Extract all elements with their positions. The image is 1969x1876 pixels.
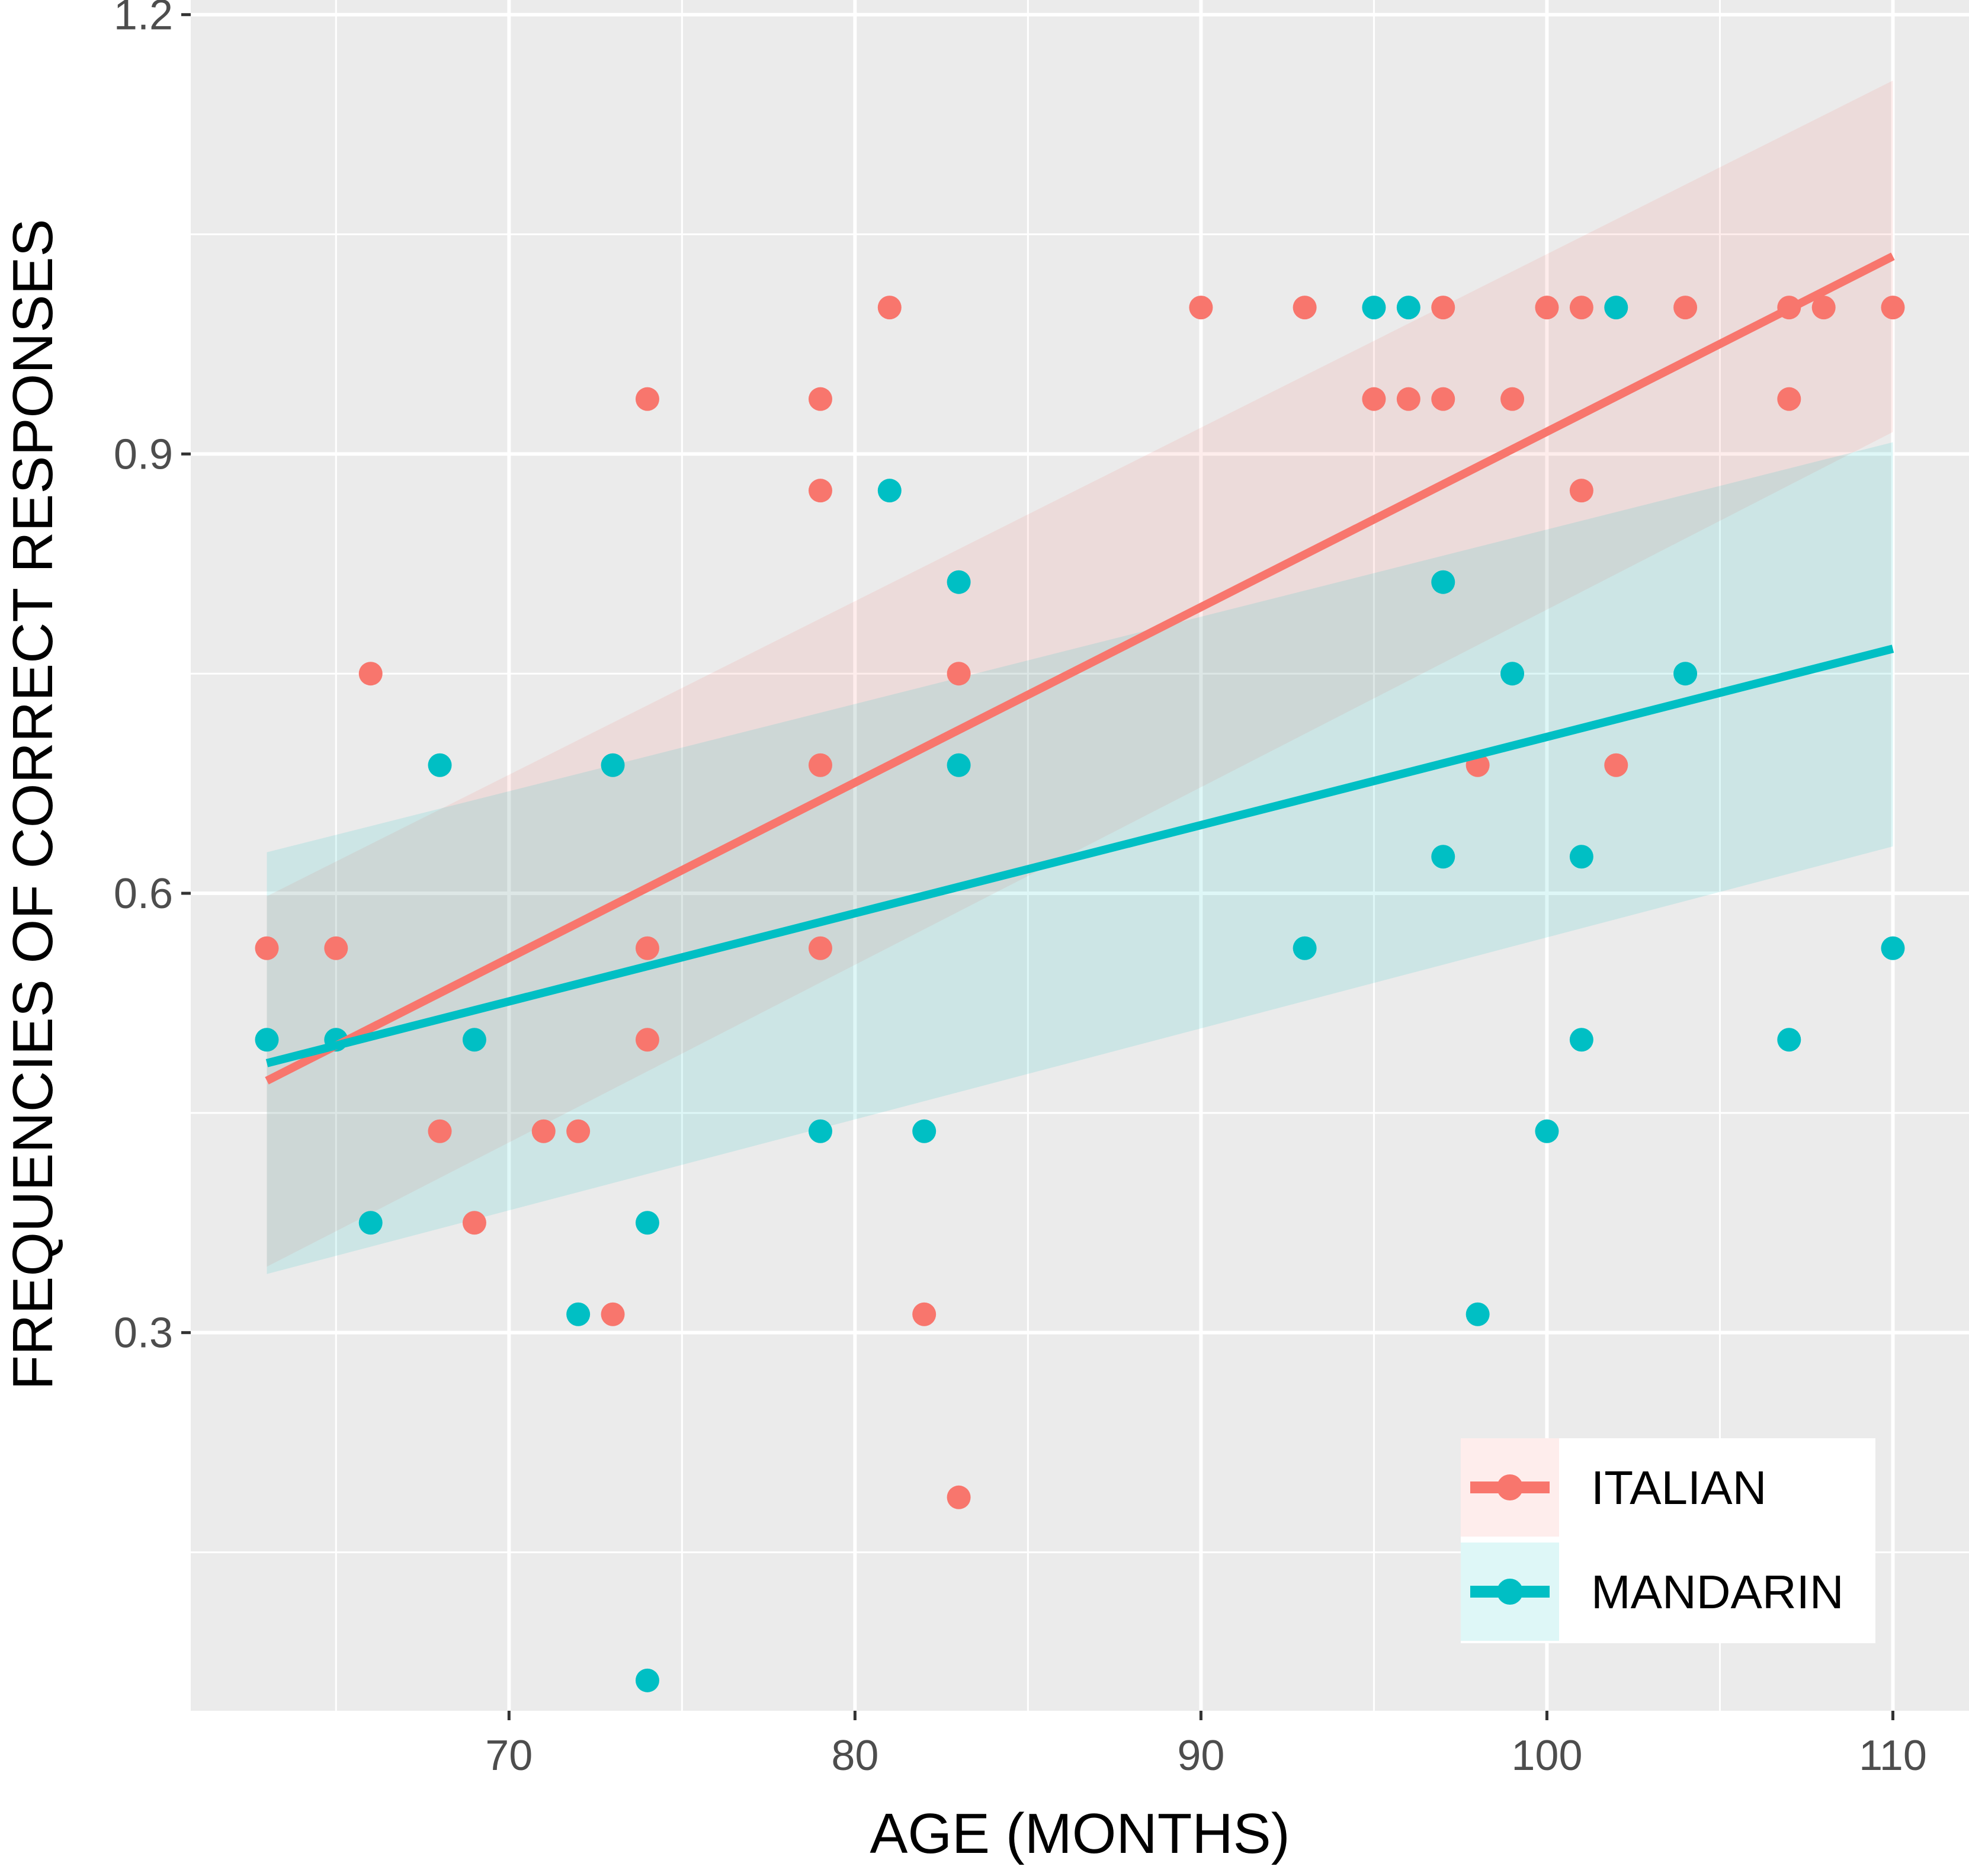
grid-major: [191, 0, 1969, 1711]
data-point-italian: [808, 479, 832, 503]
data-point-mandarin: [1431, 845, 1455, 869]
legend-label-italian: ITALIAN: [1591, 1461, 1766, 1514]
data-point-mandarin: [1604, 296, 1628, 320]
data-point-mandarin: [1777, 1028, 1801, 1052]
y-tick-label: 0.3: [114, 1310, 173, 1357]
data-point-italian: [1777, 387, 1801, 411]
data-point-italian: [947, 1485, 971, 1509]
confidence-band-italian: [267, 80, 1893, 1267]
data-point-mandarin: [808, 1119, 832, 1143]
data-point-italian: [1293, 296, 1317, 320]
data-point-mandarin: [912, 1119, 937, 1143]
legend-background: [1461, 1438, 1875, 1643]
data-point-mandarin: [255, 1028, 279, 1052]
data-point-mandarin: [947, 753, 971, 777]
legend-label-mandarin: MANDARIN: [1591, 1566, 1844, 1618]
data-point-mandarin: [1465, 1302, 1490, 1326]
fit-line-italian: [265, 252, 1895, 1085]
data-point-italian: [255, 936, 279, 960]
data-point-mandarin: [635, 1668, 659, 1692]
data-point-italian: [1431, 387, 1455, 411]
data-point-italian: [1673, 296, 1698, 320]
data-point-mandarin: [1881, 936, 1905, 960]
data-point-italian: [635, 1028, 659, 1052]
data-point-mandarin: [1500, 662, 1525, 686]
data-point-italian: [1500, 387, 1525, 411]
data-point-italian: [566, 1119, 591, 1143]
x-axis-title: AGE (MONTHS): [870, 1802, 1290, 1865]
legend-item-mandarin: MANDARIN: [1461, 1543, 1844, 1641]
data-point-italian: [1881, 296, 1905, 320]
data-point-mandarin: [947, 570, 971, 594]
data-point-italian: [1569, 296, 1593, 320]
data-point-italian: [1569, 479, 1593, 503]
fit-lines: [265, 252, 1895, 1085]
y-tick-label: 0.9: [114, 431, 173, 478]
legend-dot-italian: [1497, 1474, 1523, 1500]
legend-item-italian: ITALIAN: [1461, 1438, 1766, 1537]
data-point-italian: [947, 662, 971, 686]
data-point-mandarin: [601, 753, 625, 777]
data-point-italian: [1362, 387, 1386, 411]
data-point-italian: [1396, 387, 1420, 411]
data-points: [255, 296, 1905, 1692]
data-point-italian: [1189, 296, 1213, 320]
data-point-italian: [531, 1119, 556, 1143]
fit-line-mandarin: [265, 644, 1894, 1067]
x-tick-label: 100: [1511, 1732, 1582, 1779]
axes: 70 80 90 100 110 0.3 0.6 0.9 1.2: [114, 0, 1927, 1779]
data-point-mandarin: [566, 1302, 591, 1326]
x-tick-label: 70: [485, 1732, 533, 1779]
data-point-mandarin: [1431, 570, 1455, 594]
data-point-italian: [635, 387, 659, 411]
data-point-italian: [358, 662, 383, 686]
data-point-italian: [428, 1119, 452, 1143]
x-tick-label: 110: [1859, 1732, 1927, 1779]
y-axis-title: FREQUENCIES OF CORRECT RESPONSES: [1, 219, 65, 1390]
data-point-italian: [1431, 296, 1455, 320]
data-point-mandarin: [358, 1211, 383, 1235]
grid-minor: [191, 0, 1969, 1711]
data-point-italian: [1811, 296, 1836, 320]
data-point-mandarin: [1673, 662, 1698, 686]
x-tick-label: 80: [831, 1732, 878, 1779]
data-point-italian: [1535, 296, 1559, 320]
legend-dot-mandarin: [1497, 1579, 1523, 1605]
y-tick-label: 0.6: [114, 870, 173, 918]
data-point-mandarin: [1569, 1028, 1593, 1052]
data-point-mandarin: [1396, 296, 1420, 320]
data-point-italian: [808, 936, 832, 960]
data-point-italian: [1604, 753, 1628, 777]
data-point-mandarin: [1569, 845, 1593, 869]
data-point-italian: [462, 1211, 486, 1235]
data-point-mandarin: [635, 1211, 659, 1235]
data-point-mandarin: [428, 753, 452, 777]
legend: ITALIAN MANDARIN: [1461, 1438, 1875, 1643]
data-point-italian: [808, 753, 832, 777]
data-point-italian: [912, 1302, 937, 1326]
data-point-italian: [808, 387, 832, 411]
data-point-mandarin: [1293, 936, 1317, 960]
data-point-italian: [635, 936, 659, 960]
y-tick-label: 1.2: [114, 0, 173, 39]
data-point-italian: [324, 936, 348, 960]
data-point-mandarin: [877, 479, 902, 503]
data-point-mandarin: [1362, 296, 1386, 320]
data-point-italian: [877, 296, 902, 320]
data-point-italian: [601, 1302, 625, 1326]
x-tick-label: 90: [1177, 1732, 1224, 1779]
data-point-mandarin: [1535, 1119, 1559, 1143]
data-point-mandarin: [462, 1028, 486, 1052]
